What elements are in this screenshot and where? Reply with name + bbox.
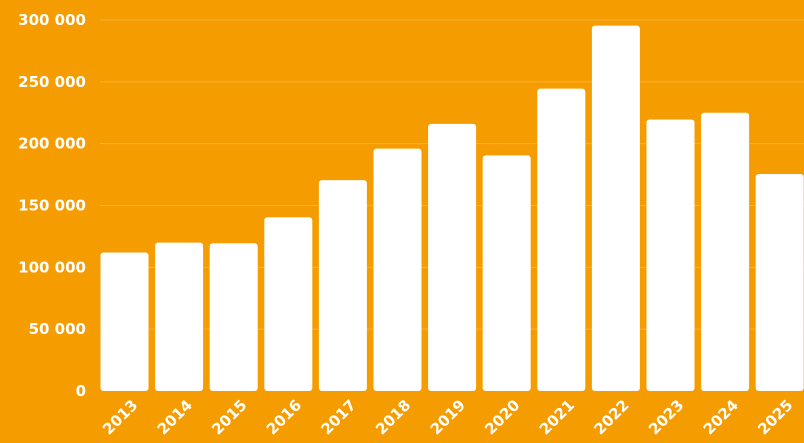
bar-2017 [318, 180, 367, 391]
x-axis-ticks: 2013 2014 2015 2016 2017 2018 2019 2020 2021 2022… [99, 396, 796, 438]
bar-2018 [373, 148, 422, 391]
y-tick-label: 300 000 [18, 11, 86, 29]
x-tick-label: 2013 [99, 396, 141, 438]
x-tick-label: 2016 [263, 396, 305, 438]
bar-2014 [155, 242, 204, 391]
x-tick-label: 2020 [481, 396, 523, 438]
bar-2013 [100, 252, 149, 391]
y-axis-ticks: 0 50 000 100 000 150 000 200 000 250 000 300 0… [18, 11, 86, 400]
bar-2024 [701, 112, 750, 391]
y-tick-label: 0 [76, 382, 86, 400]
x-tick-label: 2023 [645, 396, 687, 438]
bar-2015 [209, 243, 258, 391]
bar-2022 [591, 25, 640, 391]
y-tick-label: 50 000 [29, 320, 86, 338]
x-tick-label: 2025 [754, 396, 796, 438]
x-tick-label: 2019 [427, 396, 469, 438]
x-tick-label: 2021 [536, 396, 578, 438]
bar-2019 [428, 123, 477, 391]
x-tick-label: 2017 [317, 396, 359, 438]
x-tick-label: 2015 [208, 396, 250, 438]
bar-2020 [482, 155, 531, 391]
x-tick-label: 2022 [590, 396, 632, 438]
bar-2023 [646, 119, 695, 391]
x-tick-label: 2024 [700, 396, 742, 438]
bar-2021 [537, 88, 586, 391]
y-tick-label: 100 000 [18, 258, 86, 276]
bar-2016 [264, 217, 313, 391]
bars [100, 25, 804, 391]
y-tick-label: 250 000 [18, 73, 86, 91]
y-tick-label: 150 000 [18, 197, 86, 215]
bar-2025 [755, 173, 804, 391]
y-tick-label: 200 000 [18, 135, 86, 153]
x-tick-label: 2014 [154, 396, 196, 438]
x-tick-label: 2018 [372, 396, 414, 438]
